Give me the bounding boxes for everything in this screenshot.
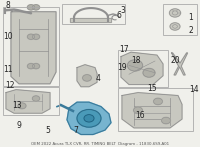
Bar xyxy=(163,4,197,35)
Circle shape xyxy=(27,34,35,39)
Circle shape xyxy=(32,5,40,10)
Text: 5: 5 xyxy=(46,126,50,135)
Text: 1: 1 xyxy=(189,13,193,22)
Circle shape xyxy=(162,117,170,124)
Circle shape xyxy=(18,103,26,109)
Circle shape xyxy=(154,98,162,105)
Circle shape xyxy=(134,107,142,113)
Bar xyxy=(62,4,125,24)
Circle shape xyxy=(77,110,101,127)
Bar xyxy=(70,18,111,22)
Bar xyxy=(118,88,193,131)
Bar xyxy=(118,50,168,87)
Polygon shape xyxy=(6,90,50,113)
Text: OEM 2022 Acura TLX CVR, RR. TIMING BELT  Diagram - 11830-6S9-A01: OEM 2022 Acura TLX CVR, RR. TIMING BELT … xyxy=(31,142,169,146)
Text: 8: 8 xyxy=(6,1,10,10)
Circle shape xyxy=(27,64,35,69)
Text: 4: 4 xyxy=(96,74,100,83)
Circle shape xyxy=(84,115,94,122)
Circle shape xyxy=(169,9,181,17)
Text: 7: 7 xyxy=(74,126,78,135)
Text: 10: 10 xyxy=(3,32,13,41)
Text: 6: 6 xyxy=(117,11,121,20)
Polygon shape xyxy=(77,65,97,87)
Circle shape xyxy=(127,60,143,71)
Text: 12: 12 xyxy=(5,81,15,91)
Text: 20: 20 xyxy=(170,56,180,65)
Text: 16: 16 xyxy=(135,111,145,120)
Text: 13: 13 xyxy=(12,101,22,110)
Polygon shape xyxy=(11,12,56,84)
Polygon shape xyxy=(172,53,188,75)
Bar xyxy=(3,87,59,115)
Circle shape xyxy=(32,64,40,69)
Circle shape xyxy=(170,23,180,30)
Circle shape xyxy=(143,68,155,77)
Text: 2: 2 xyxy=(189,26,193,35)
Text: 11: 11 xyxy=(3,65,13,74)
Polygon shape xyxy=(122,93,182,128)
Text: 17: 17 xyxy=(119,45,129,55)
Text: 3: 3 xyxy=(121,6,125,15)
Text: 19: 19 xyxy=(117,63,127,72)
Text: 18: 18 xyxy=(131,56,141,65)
Text: 9: 9 xyxy=(17,121,21,130)
Text: 15: 15 xyxy=(147,84,157,93)
Bar xyxy=(3,7,59,86)
Bar xyxy=(70,18,111,22)
Circle shape xyxy=(32,34,40,39)
Polygon shape xyxy=(67,102,111,135)
Text: 14: 14 xyxy=(189,85,199,94)
Circle shape xyxy=(32,96,40,101)
Polygon shape xyxy=(121,52,163,85)
Circle shape xyxy=(83,75,91,81)
Circle shape xyxy=(27,5,35,10)
